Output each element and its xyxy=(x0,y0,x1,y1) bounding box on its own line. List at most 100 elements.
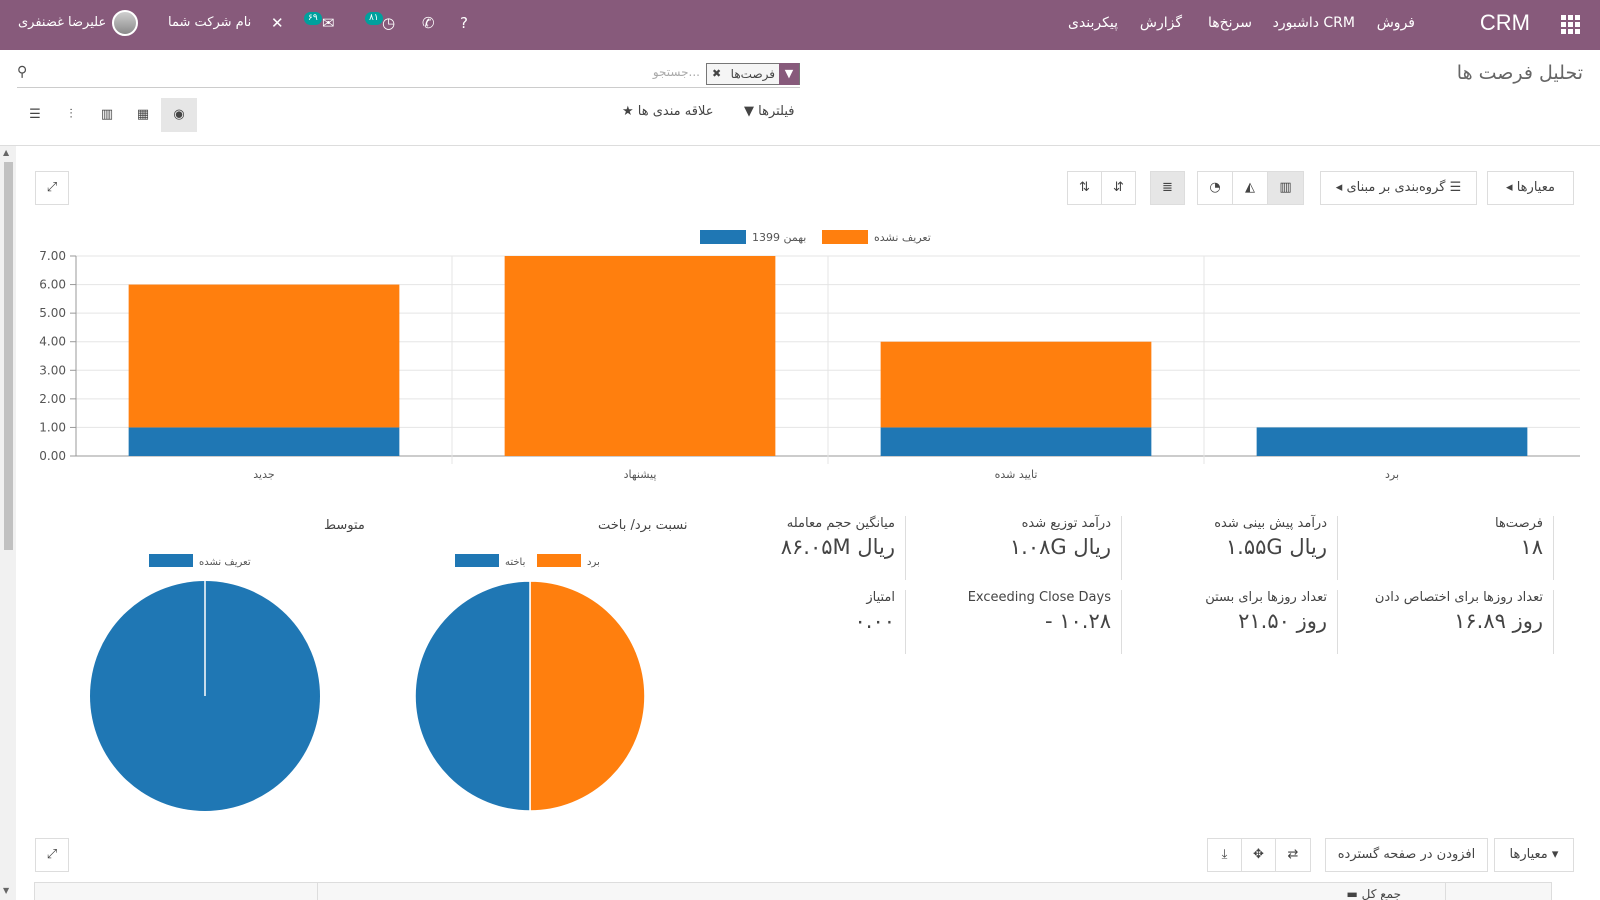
help-icon[interactable]: ? xyxy=(460,14,468,32)
kpi-card[interactable]: فرصت‌ها ۱۸ xyxy=(1354,516,1554,580)
pie-slice[interactable] xyxy=(529,580,646,812)
scroll-up-icon[interactable]: ▲ xyxy=(3,148,10,157)
filters-label: فیلترها xyxy=(758,104,795,119)
kpi-card[interactable]: درآمد پیش بینی شده ۱.۵۵G ریال xyxy=(1138,516,1338,580)
win-loss-pie-chart: برد باخته xyxy=(414,554,646,812)
sort-ascending-icon[interactable]: ⇅ xyxy=(1067,171,1102,205)
facet-close-icon[interactable]: ✖ xyxy=(712,67,722,80)
groupby-button[interactable]: ◂ گروه‌بندی بر مبنای ☰ xyxy=(1320,171,1477,205)
company-switcher[interactable]: نام شرکت شما xyxy=(168,15,252,30)
kpi-label: Exceeding Close Days xyxy=(967,590,1111,605)
measures-label: معیارها xyxy=(1516,180,1555,195)
pie-chart-icon[interactable]: ◔ xyxy=(1197,171,1233,205)
scrollbar-thumb[interactable] xyxy=(4,162,13,550)
y-tick-label: 0.00 xyxy=(39,449,66,463)
flip-axis-icon[interactable]: ⇄ xyxy=(1275,838,1311,872)
bar[interactable] xyxy=(128,427,400,456)
y-tick-label: 3.00 xyxy=(39,363,66,377)
search-facet[interactable]: ▼ فرصت‌ها ✖ xyxy=(706,63,800,85)
kpi-card[interactable]: امتیاز ۰.۰۰ xyxy=(706,590,906,654)
debug-tools-icon[interactable]: ✕ xyxy=(271,14,284,32)
bar[interactable] xyxy=(128,284,400,428)
kpi-card[interactable]: تعداد روزها برای اختصاص دادن ۱۶.۸۹ روز xyxy=(1354,590,1554,654)
pie-legend-item[interactable]: برد xyxy=(537,554,600,568)
scroll-down-icon[interactable]: ▼ xyxy=(3,886,10,895)
expand-graph-icon[interactable]: ⤢ xyxy=(35,171,69,205)
legend-swatch xyxy=(822,230,868,244)
x-tick-label: برد xyxy=(1385,468,1399,481)
pie-title-win-loss: نسبت برد/ باخت xyxy=(598,518,688,533)
search-bar: ⚲ جستجو... ▼ فرصت‌ها ✖ xyxy=(17,60,800,88)
kpi-value: ۱۶.۸۹ روز xyxy=(1454,609,1543,633)
search-icon[interactable]: ⚲ xyxy=(17,64,28,80)
phone-icon[interactable]: ✆ xyxy=(422,14,435,32)
kpi-card[interactable]: Exceeding Close Days - ۱۰.۲۸ xyxy=(922,590,1122,654)
dashboard-view-icon[interactable]: ◉ xyxy=(161,98,197,132)
user-name[interactable]: علیرضا غضنفری xyxy=(18,15,107,30)
pivot-total-label: جمع کل xyxy=(1361,887,1401,900)
expand-all-icon[interactable]: ✥ xyxy=(1241,838,1276,872)
kpi-card[interactable]: تعداد روزها برای بستن ۲۱.۵۰ روز xyxy=(1138,590,1338,654)
menu-leads[interactable]: سرنخ‌ها xyxy=(1207,15,1252,31)
y-tick-label: 6.00 xyxy=(39,278,66,292)
activity-clock-icon[interactable]: ◷ xyxy=(382,14,396,32)
legend-label: بهمن 1399 xyxy=(752,231,806,244)
pie-legend-swatch xyxy=(149,554,193,567)
sort-descending-icon[interactable]: ⇵ xyxy=(1101,171,1136,205)
bar[interactable] xyxy=(880,427,1152,456)
menu-crm-dashboard[interactable]: داشبورد CRM xyxy=(1272,15,1355,31)
list-icon: ☰ xyxy=(1449,180,1462,195)
pie-legend-swatch xyxy=(455,554,499,567)
caret-left-icon: ◂ xyxy=(1335,180,1343,195)
pie-legend-item[interactable]: باخته xyxy=(455,554,525,568)
menu-sales[interactable]: فروش xyxy=(1376,15,1415,31)
page-title: تحلیل فرصت ها xyxy=(1456,62,1583,84)
expand-pivot-icon[interactable]: ⤢ xyxy=(35,838,69,872)
x-tick-label: جدید xyxy=(253,468,274,481)
pivot-total-header[interactable]: ▬ جمع کل xyxy=(1346,887,1401,900)
kpi-label: درآمد پیش بینی شده xyxy=(1214,516,1327,531)
kpi-card[interactable]: میانگین حجم معامله ۸۶.۰۵M ریال xyxy=(706,516,906,580)
list-view-icon[interactable]: ☰ xyxy=(29,107,41,122)
graph-view-icon[interactable]: ▥ xyxy=(100,107,114,122)
top-navbar: CRM فروش داشبورد CRM سرنخ‌ها گزارش پیکرب… xyxy=(0,0,1600,50)
menu-configuration[interactable]: پیکربندی xyxy=(1067,15,1118,31)
menu-reporting[interactable]: گزارش xyxy=(1139,15,1182,31)
stacked-toggle-icon[interactable]: ≣ xyxy=(1150,171,1185,205)
filters-button[interactable]: ▼ فیلترها xyxy=(744,104,795,119)
pie-legend-label: باخته xyxy=(505,557,525,568)
measures-button[interactable]: ◂ معیارها xyxy=(1487,171,1574,205)
messages-icon[interactable]: ✉ xyxy=(322,14,335,32)
pivot-measures-button[interactable]: معیارها ▾ xyxy=(1494,838,1574,872)
avatar[interactable] xyxy=(112,10,138,36)
legend-label: تعریف نشده xyxy=(874,231,931,244)
facet-label: فرصت‌ها xyxy=(730,67,775,81)
pie-legend-label: برد xyxy=(587,557,600,568)
search-input[interactable]: جستجو... xyxy=(652,65,700,79)
kpi-card[interactable]: درآمد توزیع شده ۱.۰۸G ریال xyxy=(922,516,1122,580)
filter-icon: ▼ xyxy=(779,63,799,85)
bar[interactable] xyxy=(504,256,776,456)
kpi-value: ۱.۵۵G ریال xyxy=(1225,535,1327,559)
line-chart-icon[interactable]: ◭ xyxy=(1232,171,1268,205)
pivot-column-divider xyxy=(317,883,318,900)
add-spreadsheet-button[interactable]: افزودن در صفحه گسترده xyxy=(1325,838,1488,872)
apps-menu-icon[interactable] xyxy=(1556,0,1580,50)
caret-down-icon: ▾ xyxy=(1551,847,1559,862)
collapse-icon: ▬ xyxy=(1346,887,1358,900)
app-brand[interactable]: CRM xyxy=(1479,10,1530,35)
legend-item[interactable]: بهمن 1399 xyxy=(700,230,806,244)
download-icon[interactable]: ⤓ xyxy=(1207,838,1242,872)
legend-item[interactable]: تعریف نشده xyxy=(822,230,931,244)
bar-chart-icon[interactable]: ▥ xyxy=(1267,171,1304,205)
pie-slice[interactable] xyxy=(414,580,531,812)
bar[interactable] xyxy=(1256,427,1528,456)
scrollbar[interactable]: ▲ ▼ xyxy=(0,146,16,900)
favorites-button[interactable]: ★ علاقه مندی ها xyxy=(622,104,713,119)
pie-legend-item[interactable]: تعریف نشده xyxy=(149,554,251,568)
bar[interactable] xyxy=(880,341,1152,428)
x-tick-label: تایید شده xyxy=(995,468,1038,481)
pivot-view-icon[interactable]: ▦ xyxy=(136,107,150,122)
filter-funnel-icon: ▼ xyxy=(744,104,754,119)
cohort-view-icon[interactable]: ⫶ xyxy=(69,107,73,122)
